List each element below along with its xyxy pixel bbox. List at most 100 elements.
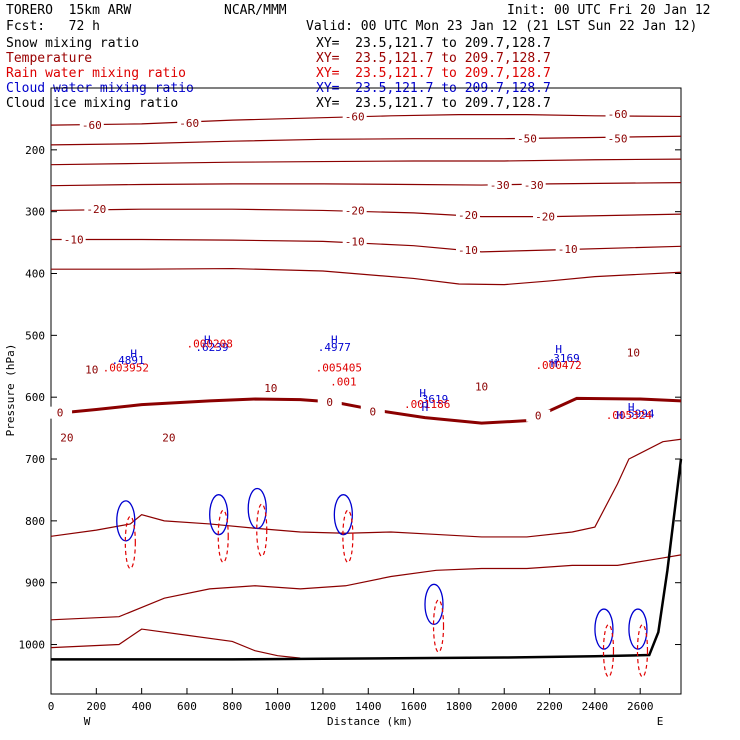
temperature-contour bbox=[51, 238, 682, 253]
rain-contour bbox=[256, 503, 268, 557]
rain-contour bbox=[636, 624, 649, 678]
x-axis-label: Distance (km) bbox=[327, 715, 413, 728]
rain-value-label: .005405 bbox=[316, 362, 362, 375]
contour-label-bg bbox=[79, 119, 104, 132]
temperature-label: 10 bbox=[475, 381, 488, 394]
contour-label-bg bbox=[555, 242, 580, 255]
contour-label-bg bbox=[455, 244, 480, 257]
contour-label-bg bbox=[533, 210, 558, 223]
contour-label-bg bbox=[514, 132, 539, 145]
contour-label-bg bbox=[342, 204, 367, 217]
x-tick-label: 200 bbox=[86, 700, 106, 713]
cloud-water-contour bbox=[333, 494, 353, 536]
x-tick-label: 2600 bbox=[627, 700, 654, 713]
high-marker: H bbox=[419, 387, 426, 400]
contour-label-bg bbox=[455, 208, 480, 221]
high-marker: H bbox=[555, 343, 562, 356]
y-axis-label: Pressure (hPa) bbox=[4, 344, 17, 437]
x-tick-label: 400 bbox=[132, 700, 152, 713]
contour-label-bg bbox=[177, 117, 202, 130]
temperature-label: -20 bbox=[86, 203, 106, 216]
temperature-label: 0 bbox=[57, 407, 64, 420]
temperature-label: -10 bbox=[345, 235, 365, 248]
west-label: W bbox=[84, 715, 91, 728]
field-name: Cloud ice mixing ratio bbox=[6, 96, 179, 111]
rain-value-label: .000472 bbox=[535, 359, 581, 372]
init-time: Init: 00 UTC Fri 20 Jan 12 bbox=[507, 3, 711, 18]
cloud-water-value-label: .4891 bbox=[111, 354, 144, 367]
cloud-water-value-label: .6239 bbox=[195, 341, 228, 354]
cloud-water-contour bbox=[628, 608, 648, 650]
x-tick-label: 1000 bbox=[264, 700, 291, 713]
x-tick-label: 0 bbox=[48, 700, 55, 713]
contour-label-bg bbox=[526, 409, 551, 422]
y-tick-label: 1000 bbox=[19, 639, 46, 652]
contour-label-bg bbox=[605, 107, 630, 120]
temperature-label: 0 bbox=[369, 405, 376, 418]
cloud-water-value-label: .3619 bbox=[415, 393, 448, 406]
cloud-water-contour bbox=[247, 487, 267, 530]
temperature-label: 20 bbox=[60, 431, 73, 444]
x-tick-label: 600 bbox=[177, 700, 197, 713]
x-tick-label: 1800 bbox=[446, 700, 473, 713]
cloud-water-value-label: .5994 bbox=[621, 407, 654, 420]
temperature-label: -20 bbox=[535, 211, 555, 224]
rain-contour bbox=[217, 509, 229, 563]
contour-label-bg bbox=[360, 405, 385, 418]
cloud-water-contour bbox=[116, 500, 136, 542]
contour-label-bg bbox=[605, 132, 630, 145]
temperature-label: -50 bbox=[608, 133, 628, 146]
temperature-label: -10 bbox=[64, 234, 84, 247]
field-name: Snow mixing ratio bbox=[6, 36, 140, 51]
temperature-contour bbox=[50, 182, 682, 187]
cloud-water-value-label: .4977 bbox=[318, 341, 351, 354]
high-marker: H bbox=[130, 347, 137, 360]
temperature-label: -20 bbox=[458, 209, 478, 222]
cloud-water-contour bbox=[209, 494, 229, 536]
temperature-label: -30 bbox=[524, 179, 544, 192]
y-tick-label: 800 bbox=[25, 515, 45, 528]
cloud-water-contour bbox=[424, 583, 444, 625]
high-marker: H bbox=[422, 401, 429, 414]
field-xy: XY= 23.5,121.7 to 209.7,128.7 bbox=[316, 36, 551, 51]
rain-value-label: .003952 bbox=[103, 362, 149, 375]
x-tick-label: 1600 bbox=[400, 700, 427, 713]
x-tick-label: 2200 bbox=[536, 700, 563, 713]
y-tick-label: 200 bbox=[25, 144, 45, 157]
model-title: TORERO 15km ARW bbox=[6, 3, 132, 18]
temperature-label: -60 bbox=[82, 119, 102, 132]
temperature-label: -60 bbox=[179, 117, 199, 130]
field-name: Rain water mixing ratio bbox=[6, 66, 187, 81]
contour-label-bg bbox=[342, 235, 367, 248]
field-xy: XY= 23.5,121.7 to 209.7,128.7 bbox=[316, 96, 551, 111]
high-marker: H bbox=[617, 409, 624, 422]
high-marker: H bbox=[331, 334, 338, 347]
temperature-label: -10 bbox=[558, 243, 578, 256]
temperature-label: 10 bbox=[627, 347, 640, 360]
forecast-hour: Fcst: 72 h bbox=[6, 19, 100, 34]
high-marker: H bbox=[628, 401, 635, 414]
contour-label-bg bbox=[84, 203, 109, 216]
contour-label-bg bbox=[61, 233, 86, 246]
high-marker: H bbox=[551, 357, 558, 370]
cloud-water-contour bbox=[594, 608, 614, 650]
y-tick-label: 400 bbox=[25, 268, 45, 281]
org-label: NCAR/MMM bbox=[224, 3, 287, 18]
y-tick-label: 900 bbox=[25, 577, 45, 590]
valid-time: Valid: 00 UTC Mon 23 Jan 12 (21 LST Sun … bbox=[306, 19, 698, 34]
contour-label-bg bbox=[48, 406, 73, 419]
temperature-label: 0 bbox=[326, 396, 333, 409]
temperature-label: -10 bbox=[458, 244, 478, 257]
cloud-water-value-label: .3169 bbox=[547, 352, 580, 365]
rain-value-label: .001186 bbox=[404, 398, 450, 411]
temperature-label: 10 bbox=[264, 382, 277, 395]
rain-contour bbox=[342, 509, 354, 563]
temperature-label: 0 bbox=[535, 410, 542, 423]
temperature-contour bbox=[50, 628, 301, 659]
temperature-label: -50 bbox=[517, 133, 537, 146]
contour-label-bg bbox=[317, 396, 342, 409]
temperature-label: -20 bbox=[345, 204, 365, 217]
x-tick-label: 2000 bbox=[491, 700, 518, 713]
x-tick-label: 800 bbox=[222, 700, 242, 713]
